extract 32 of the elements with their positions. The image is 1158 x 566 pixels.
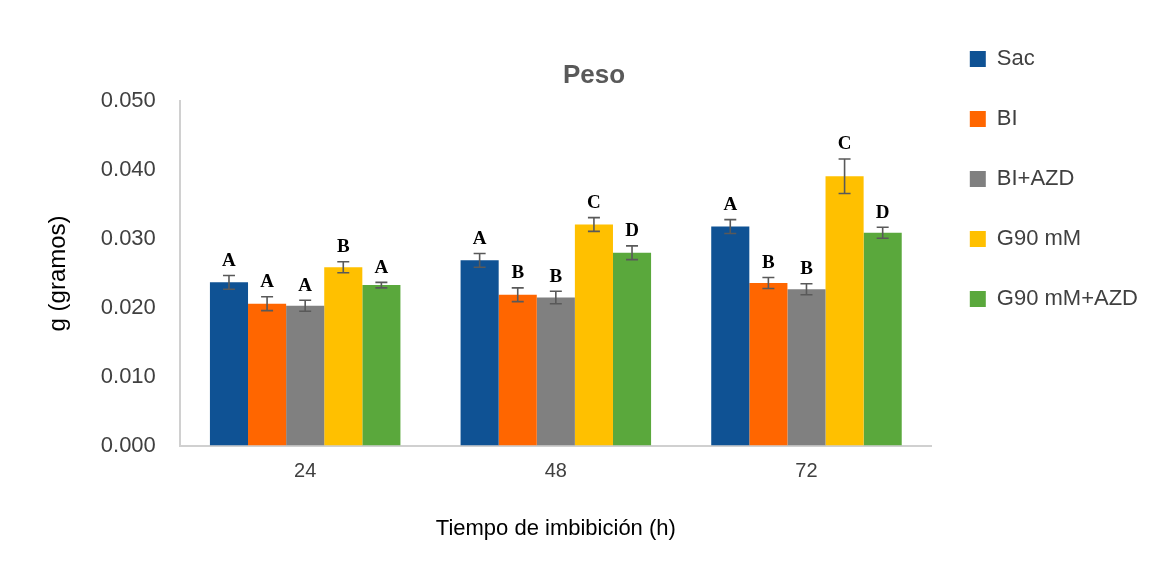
data-label: A	[298, 273, 313, 295]
data-label: A	[374, 255, 389, 277]
data-label: A	[222, 248, 237, 270]
data-label: C	[587, 191, 601, 213]
data-label: A	[723, 193, 738, 215]
y-tick-label: 0.050	[100, 87, 156, 113]
legend-label: BI+AZD	[996, 165, 1075, 191]
x-tick-label: 48	[544, 459, 567, 482]
x-axis-title: Tiempo de imbibición (h)	[435, 514, 676, 540]
y-tick-label: 0.040	[100, 156, 156, 182]
data-label: B	[511, 261, 525, 283]
data-label: A	[472, 226, 487, 248]
y-tick-label: 0.030	[100, 225, 156, 251]
data-label: B	[549, 264, 563, 286]
data-label: D	[625, 219, 639, 241]
x-tick-label: 24	[294, 459, 317, 482]
y-axis-title: g (gramos)	[43, 215, 71, 332]
data-label: B	[762, 250, 776, 272]
chart-title: Peso	[562, 58, 626, 89]
data-label: D	[875, 200, 890, 222]
legend-label: BI	[996, 105, 1018, 131]
legend-label: Sac	[996, 45, 1035, 71]
data-label: B	[800, 257, 814, 279]
y-tick-label: 0.020	[100, 293, 156, 319]
x-tick-label: 72	[795, 459, 818, 482]
y-tick-label: 0.000	[100, 431, 156, 457]
data-label: C	[837, 132, 852, 154]
y-tick-label: 0.010	[100, 362, 156, 388]
data-label: A	[260, 270, 275, 292]
legend-label: G90 mM+AZD	[996, 285, 1139, 311]
legend-label: G90 mM	[996, 225, 1082, 251]
data-label: B	[336, 235, 350, 257]
